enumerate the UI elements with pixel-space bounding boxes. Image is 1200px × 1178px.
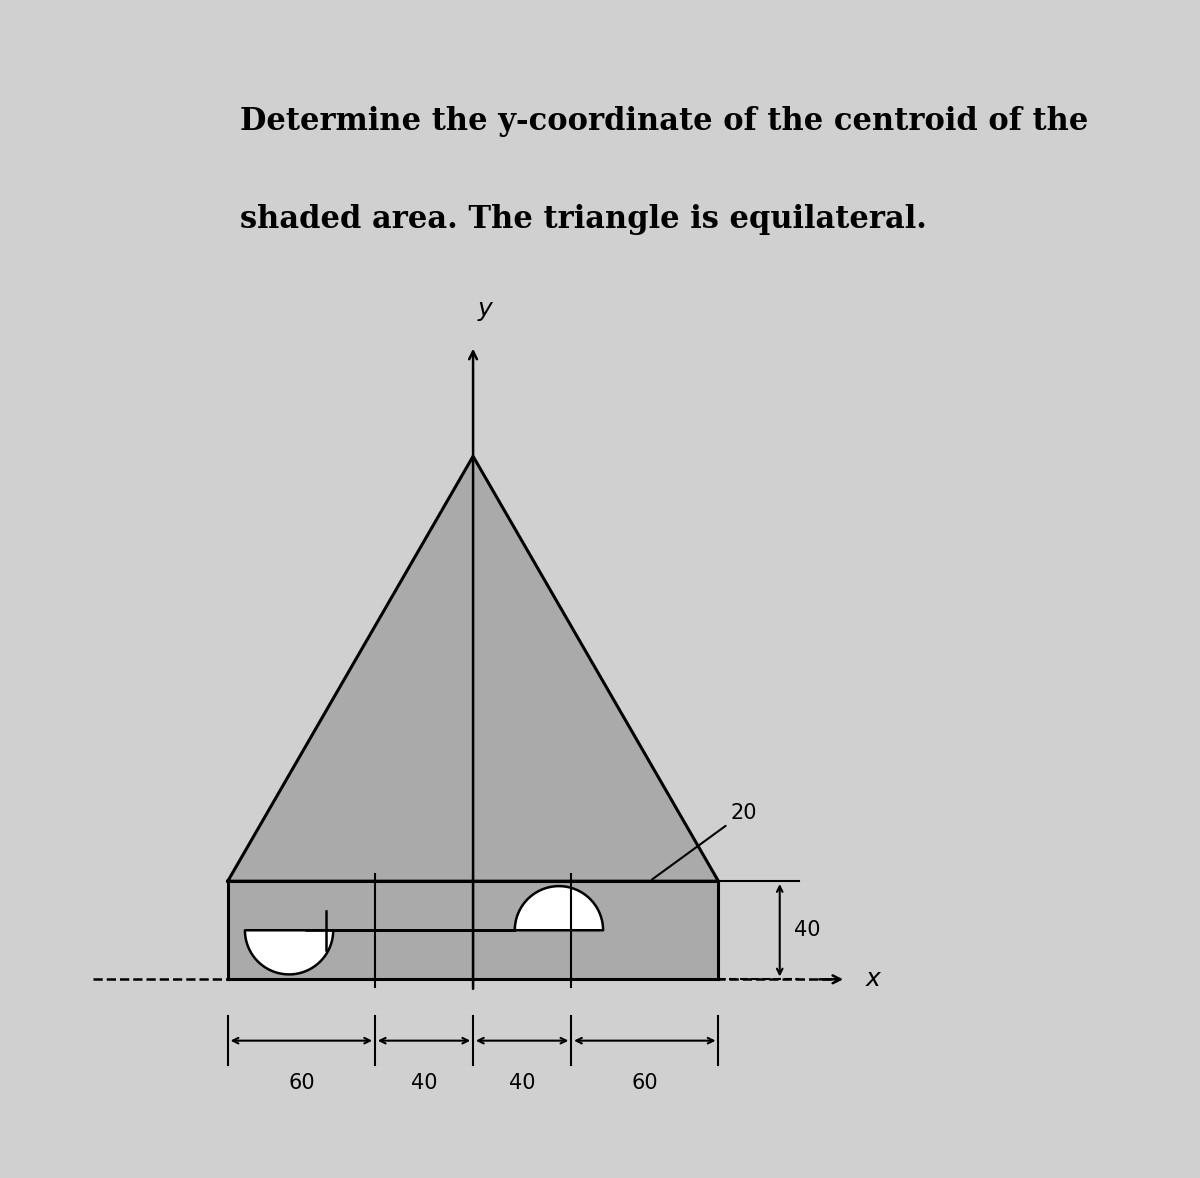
Polygon shape xyxy=(245,886,604,974)
Text: 40: 40 xyxy=(794,920,821,940)
Text: 40: 40 xyxy=(509,1072,535,1092)
Text: 40: 40 xyxy=(410,1072,437,1092)
Text: 60: 60 xyxy=(288,1072,314,1092)
Text: x: x xyxy=(865,967,881,992)
Text: y: y xyxy=(478,297,493,322)
Polygon shape xyxy=(228,881,719,979)
Text: 20: 20 xyxy=(652,802,757,880)
Polygon shape xyxy=(228,456,719,881)
Text: Determine the y-coordinate of the centroid of the: Determine the y-coordinate of the centro… xyxy=(240,106,1088,138)
Text: shaded area. The triangle is equilateral.: shaded area. The triangle is equilateral… xyxy=(240,205,926,236)
Text: 60: 60 xyxy=(631,1072,658,1092)
